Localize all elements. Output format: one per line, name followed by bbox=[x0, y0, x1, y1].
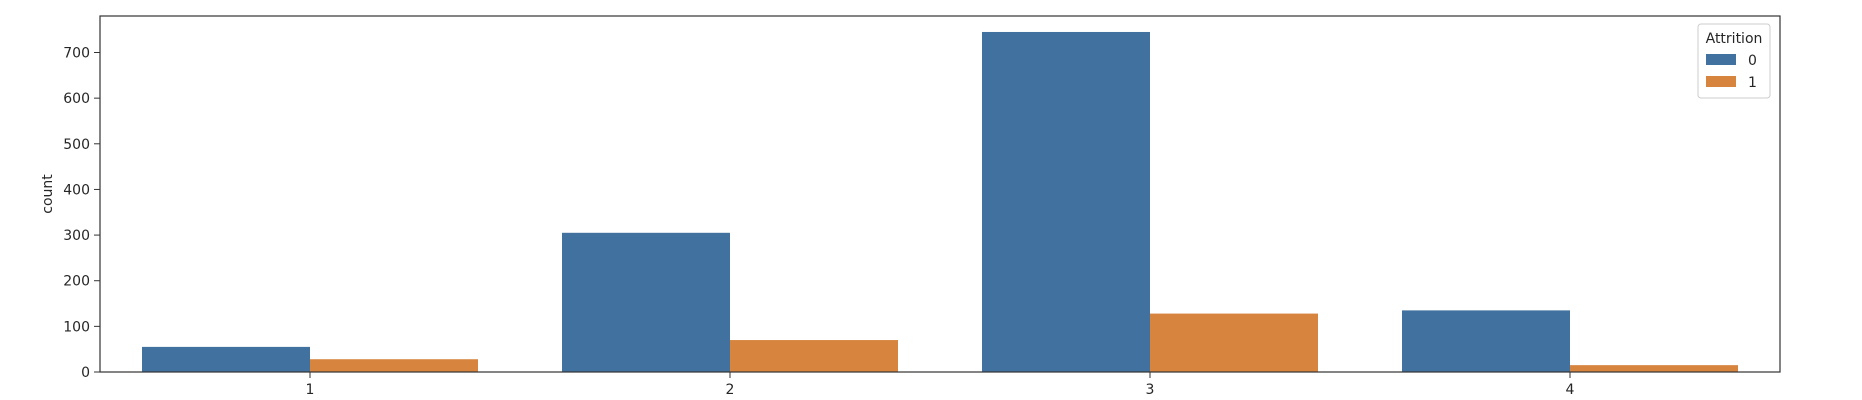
legend-swatch-0 bbox=[1706, 54, 1736, 65]
legend: Attrition 01 bbox=[1697, 23, 1771, 99]
x-tick-label: 1 bbox=[306, 382, 315, 398]
y-tick-label: 100 bbox=[63, 319, 90, 335]
bar-2-series-0 bbox=[562, 232, 730, 372]
legend-label-1: 1 bbox=[1748, 75, 1757, 91]
bar-3-series-0 bbox=[982, 31, 1150, 372]
y-tick-label: 500 bbox=[63, 137, 90, 153]
legend-swatch-1 bbox=[1706, 76, 1736, 87]
bar-3-series-1 bbox=[1150, 313, 1318, 372]
x-axis: 1 2 3 4 bbox=[306, 372, 1575, 398]
y-axis: 0 100 200 300 400 500 600 700 bbox=[63, 46, 100, 381]
y-tick-label: 300 bbox=[63, 228, 90, 244]
legend-label-0: 0 bbox=[1748, 53, 1757, 69]
bar-1-series-1 bbox=[310, 359, 478, 372]
bar-1-series-0 bbox=[142, 346, 310, 372]
legend-title: Attrition bbox=[1706, 31, 1763, 47]
y-tick-label: 400 bbox=[63, 182, 90, 198]
y-tick-label: 0 bbox=[81, 365, 90, 381]
x-tick-label: 2 bbox=[726, 382, 735, 398]
y-axis-label: count bbox=[40, 174, 56, 214]
bar-4-series-1 bbox=[1570, 365, 1738, 372]
y-tick-label: 700 bbox=[63, 46, 90, 62]
x-tick-label: 3 bbox=[1146, 382, 1155, 398]
y-tick-label: 600 bbox=[63, 91, 90, 107]
bar-4-series-0 bbox=[1402, 310, 1570, 372]
legend-items: 01 bbox=[1706, 53, 1757, 91]
bar-2-series-1 bbox=[730, 340, 898, 372]
x-tick-label: 4 bbox=[1566, 382, 1575, 398]
plot-frame bbox=[99, 15, 1781, 373]
y-tick-label: 200 bbox=[63, 274, 90, 290]
bars-group bbox=[142, 31, 1738, 372]
